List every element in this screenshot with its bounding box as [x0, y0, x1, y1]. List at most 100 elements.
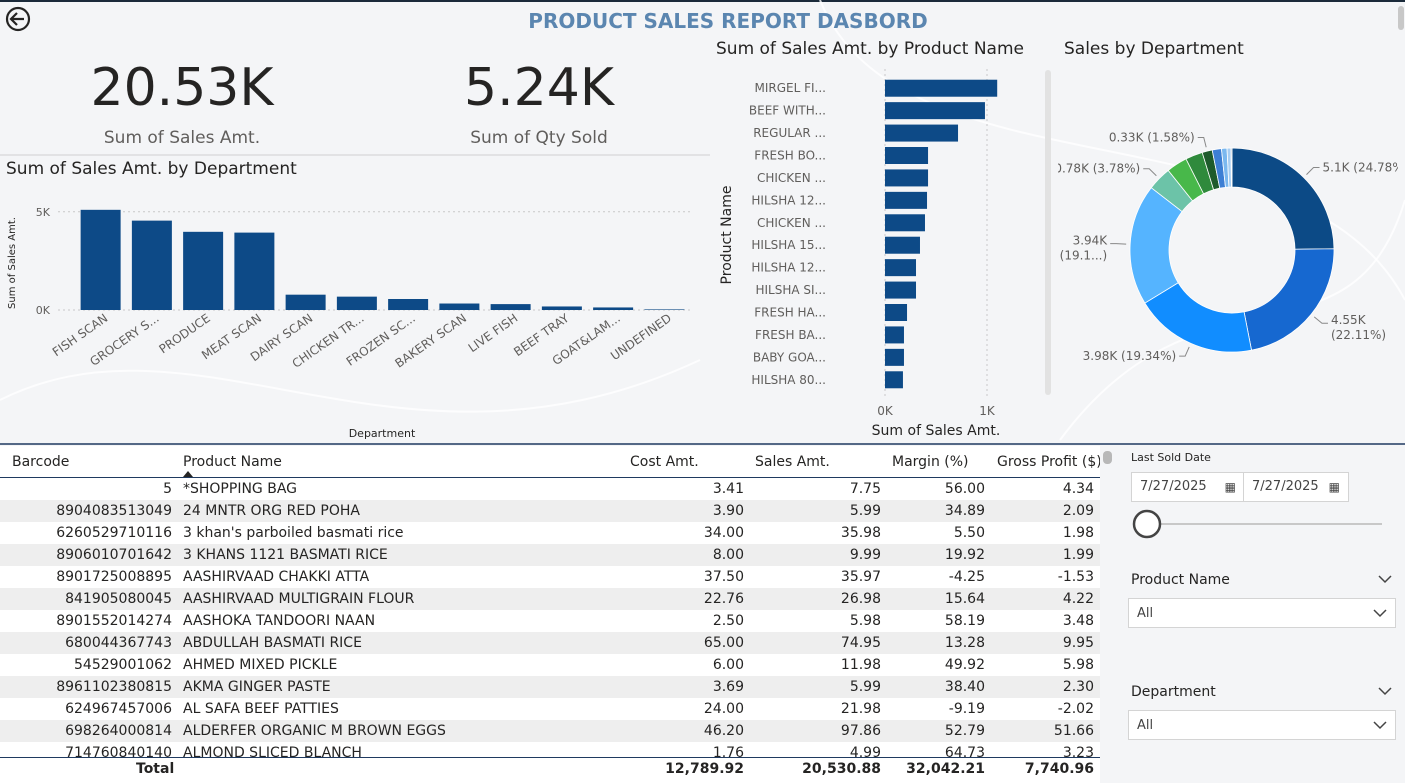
y-tick-label: HILSHA SI...: [755, 283, 826, 297]
table-cell: 9.95: [1062, 635, 1094, 651]
table-cell: 35.98: [840, 525, 881, 541]
table-cell: 6260529710116: [56, 525, 172, 541]
data-label: 3.98K (19.34%): [1083, 349, 1177, 363]
table-cell: 11.98: [840, 657, 881, 673]
column-header[interactable]: Cost Amt.: [630, 454, 699, 470]
table-cell: 34.00: [703, 525, 744, 541]
table-header: Barcode Product Name Cost Amt. Sales Amt. Ma…: [0, 447, 1100, 478]
table-cell: 5: [163, 481, 172, 497]
slicer-dropdown[interactable]: All: [1128, 598, 1396, 628]
y-tick-label: REGULAR ...: [753, 126, 826, 140]
y-tick-label: HILSHA 12...: [751, 193, 826, 207]
y-tick-label: CHICKEN ...: [757, 171, 826, 185]
table-cell: 3.23: [1062, 745, 1094, 757]
table-cell: 714760840140: [65, 745, 172, 757]
data-label: 3.94K (19.1...): [1060, 234, 1109, 263]
product-bar-chart: Sum of Sales Amt. by Product Name Product…: [716, 39, 1024, 439]
date-text: 7/27/2025: [1252, 479, 1319, 494]
calendar-icon: ▦: [1224, 480, 1236, 494]
y-tick-label: HILSHA 80...: [751, 373, 826, 387]
total-label: Total: [136, 761, 175, 777]
table-cell: 64.73: [944, 745, 985, 757]
table-cell: 97.86: [840, 723, 881, 739]
table-cell: 1.99: [1062, 547, 1094, 563]
table-cell: 698264000814: [65, 723, 172, 739]
bar: [885, 191, 928, 209]
date-slider[interactable]: [1130, 508, 1385, 540]
slicer-value: All: [1137, 718, 1154, 733]
chevron[interactable]: [1378, 686, 1392, 696]
table-cell: AHMED MIXED PICKLE: [183, 657, 338, 673]
column-header[interactable]: Product Name: [183, 454, 282, 470]
table-cell: 13.28: [944, 635, 985, 651]
leader-line: [1306, 166, 1320, 175]
table-cell: 51.66: [1053, 723, 1094, 739]
chevron[interactable]: [1378, 574, 1392, 584]
table-cell: ALMOND SLICED BLANCH: [183, 745, 362, 757]
y-tick-label: FRESH HA...: [754, 306, 826, 320]
table-cell: 49.92: [944, 657, 985, 673]
table-cell: 4.99: [849, 745, 881, 757]
column-header[interactable]: Gross Profit ($): [997, 454, 1100, 470]
table-cell: 58.19: [944, 613, 985, 629]
column-header[interactable]: Barcode: [12, 454, 70, 470]
table-row: 841905080045 AASHIRVAAD MULTIGRAIN FLOUR 2…: [0, 588, 1100, 610]
kpi-label: Sum of Sales Amt.: [103, 128, 261, 148]
data-label: 0.33K (1.58%): [1109, 130, 1195, 144]
date-start[interactable]: 7/27/2025 ▦: [1131, 472, 1245, 502]
y-tick-label: BEEF WITH...: [749, 104, 826, 118]
total-cell: 12,789.92: [665, 761, 744, 777]
bar: [336, 296, 377, 310]
table-cell: -1.53: [1057, 569, 1094, 585]
slicer-dropdown[interactable]: All: [1128, 710, 1396, 740]
table-cell: 8961102380815: [56, 679, 172, 695]
y-tick-label: 5K: [36, 206, 51, 219]
table-cell: 6.00: [712, 657, 744, 673]
column-header[interactable]: Margin (%): [892, 454, 969, 470]
column-header[interactable]: Sales Amt.: [755, 454, 830, 470]
table-row: 8906010701642 3 KHANS 1121 BASMATI RICE 8.…: [0, 544, 1100, 566]
chart-title: Sum of Sales Amt. by Product Name: [716, 39, 1024, 59]
table-cell: 3 KHANS 1121 BASMATI RICE: [183, 547, 388, 563]
table-row: 8901725008895 AASHIRVAAD CHAKKI ATTA 37.50…: [0, 566, 1100, 588]
table-row: 8901552014274 AASHOKA TANDOORI NAAN 2.50 5.…: [0, 610, 1100, 632]
bar: [885, 326, 904, 344]
bar: [885, 214, 925, 232]
bar: [131, 220, 172, 310]
table-cell: 4.34: [1062, 481, 1094, 497]
table-row: 624967457006 AL SAFA BEEF PATTIES 24.00 21.…: [0, 698, 1100, 720]
donut-slice: [1243, 248, 1335, 351]
table-row: 698264000814 ALDERFER ORGANIC M BROWN EGG…: [0, 720, 1100, 742]
scrollbar: [1103, 451, 1112, 464]
table-cell: 8906010701642: [56, 547, 172, 563]
table-cell: 38.40: [944, 679, 985, 695]
table-cell: 74.95: [840, 635, 881, 651]
total-cell: 7,740.96: [1024, 761, 1094, 777]
table-wrap: Barcode Product Name Cost Amt. Sales Amt. Ma…: [0, 447, 1100, 757]
total-row: Total 12,789.92 20,530.88 32,042.21 7,740.96: [0, 758, 1100, 780]
table-cell: 15.64: [944, 591, 985, 607]
chart-title: Sum of Sales Amt. by Department: [6, 159, 297, 179]
bar: [885, 304, 908, 321]
bar: [885, 102, 985, 120]
table-cell: 22.76: [703, 591, 744, 607]
x-axis-title: Sum of Sales Amt.: [872, 423, 1001, 439]
table-cell: 19.92: [944, 547, 985, 563]
table-cell: 54529001062: [74, 657, 172, 673]
table-cell: 5.98: [1062, 657, 1094, 673]
table-cell: 3 khan's parboiled basmati rice: [183, 525, 404, 541]
table-cell: AKMA GINGER PASTE: [183, 679, 331, 695]
table-row: 54529001062 AHMED MIXED PICKLE 6.00 11.98 49…: [0, 654, 1100, 676]
back-button[interactable]: [5, 6, 31, 32]
chart-title: Sales by Department: [1064, 39, 1244, 59]
date-end[interactable]: 7/27/2025 ▦: [1243, 472, 1349, 502]
table-cell: 1.98: [1062, 525, 1094, 541]
table-cell: 46.20: [703, 723, 744, 739]
table-cell: 3.90: [712, 503, 744, 519]
table-row: 680044367743 ABDULLAH BASMATI RICE 65.00 74…: [0, 632, 1100, 654]
table-row: 8961102380815 AKMA GINGER PASTE 3.69 5.99 38…: [0, 676, 1100, 698]
table-cell: 56.00: [944, 481, 985, 497]
table-cell: AASHOKA TANDOORI NAAN: [183, 613, 376, 629]
donut-chart: Sales by Department 5.1K (24.78%) 4.55K(22…: [1058, 39, 1398, 363]
